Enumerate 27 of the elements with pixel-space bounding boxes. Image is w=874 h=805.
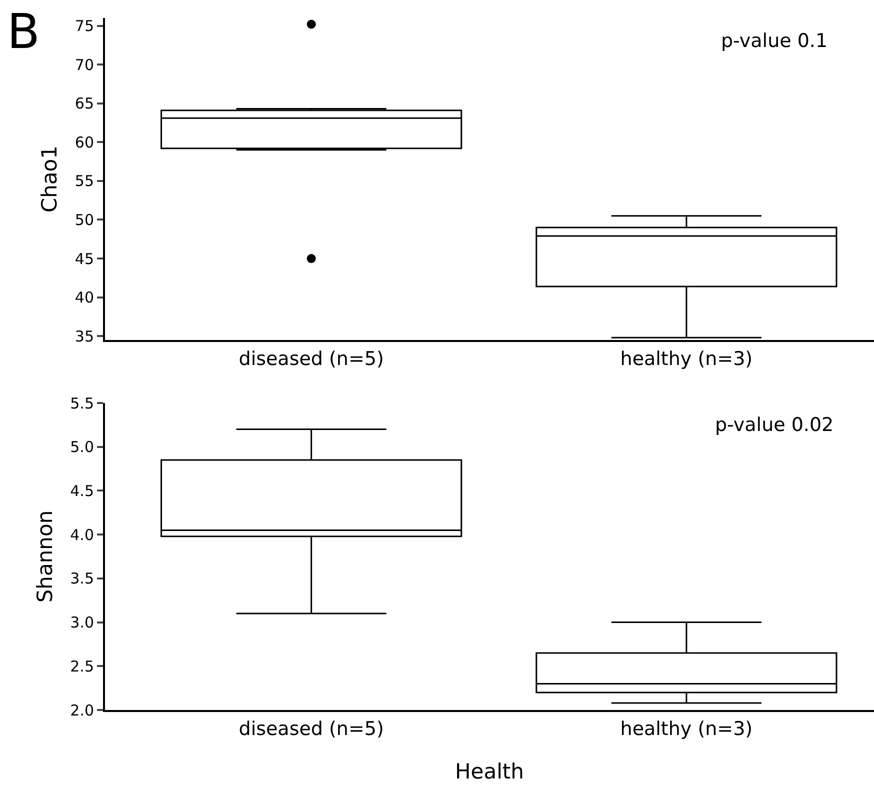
x-tick-label: healthy (n=3) <box>620 348 753 370</box>
y-tick-label: 55 <box>74 172 94 190</box>
y-tick-label: 40 <box>74 288 94 307</box>
y-tick-label: 60 <box>74 133 94 152</box>
x-tick-label: diseased (n=5) <box>238 718 384 740</box>
y-tick-label: 5.5 <box>70 394 94 412</box>
y-tick-label: 35 <box>74 327 94 346</box>
y-tick-label: 5.0 <box>70 438 94 456</box>
y-tick-label: 75 <box>74 17 94 36</box>
y-axis-title: Chao1 <box>38 145 62 213</box>
y-tick-label: 4.5 <box>70 482 94 500</box>
x-tick-label: diseased (n=5) <box>238 348 384 370</box>
x-axis-title: Health <box>455 760 524 784</box>
annotation: p-value 0.1 <box>721 30 828 52</box>
annotation: p-value 0.02 <box>715 414 834 436</box>
text: B <box>7 4 40 60</box>
y-axis-title: Shannon <box>32 510 57 603</box>
y-tick-label: 70 <box>74 56 94 74</box>
y-tick-label: 2.0 <box>70 701 94 720</box>
y-tick-label: 50 <box>74 210 94 229</box>
y-tick-label: 2.5 <box>70 657 94 676</box>
x-tick-label: healthy (n=3) <box>620 718 753 740</box>
y-tick-label: 45 <box>74 250 94 268</box>
y-tick-label: 3.0 <box>70 614 94 632</box>
y-tick-label: 3.5 <box>70 570 94 588</box>
y-tick-label: 4.0 <box>70 526 94 544</box>
y-tick-label: 65 <box>74 94 94 113</box>
